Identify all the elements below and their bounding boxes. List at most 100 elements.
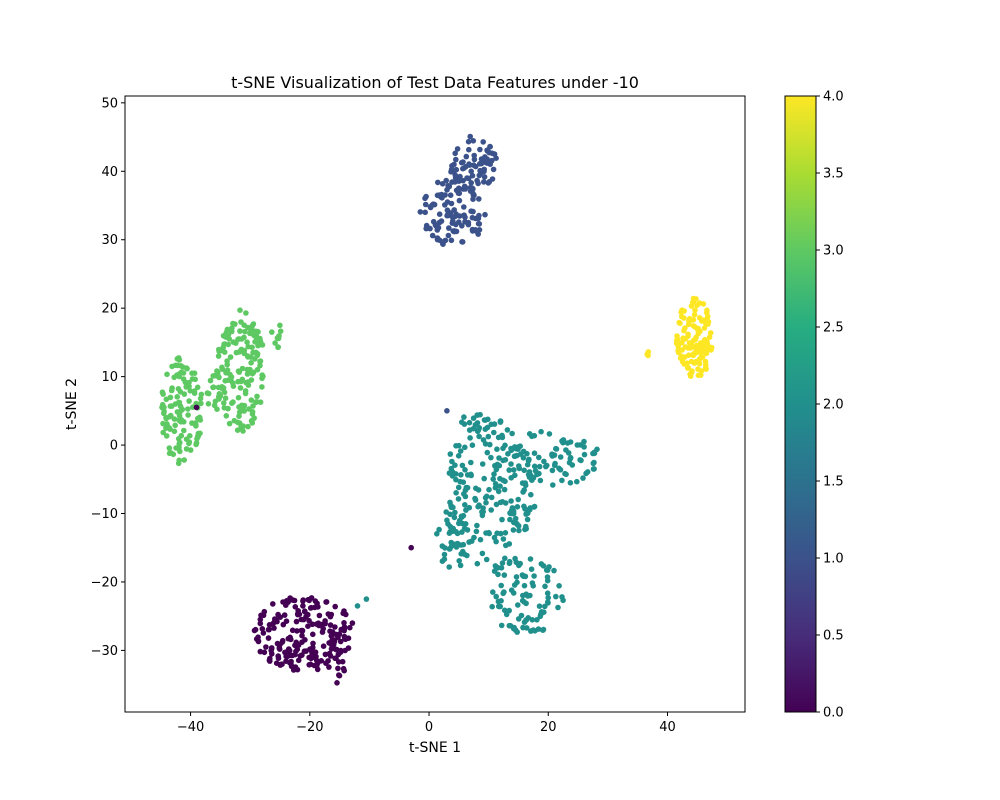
scatter-point	[702, 364, 709, 371]
scatter-point	[314, 600, 320, 607]
scatter-point	[308, 604, 315, 611]
scatter-point	[476, 433, 482, 440]
scatter-point	[277, 614, 284, 620]
scatter-point	[327, 628, 333, 634]
scatter-point	[499, 516, 505, 523]
scatter-point	[293, 618, 300, 625]
scatter-point	[524, 450, 530, 457]
scatter-point	[309, 652, 315, 658]
scatter-point	[311, 662, 318, 669]
scatter-point	[457, 173, 463, 180]
scatter-point	[514, 504, 521, 510]
scatter-point	[345, 645, 352, 651]
scatter-point	[645, 349, 652, 355]
colorbar-tick-label: 0.0	[823, 706, 844, 721]
scatter-point	[223, 413, 230, 419]
scatter-point	[544, 590, 551, 596]
scatter-point	[473, 485, 479, 492]
scatter-point	[459, 239, 466, 245]
scatter-point	[465, 175, 472, 182]
scatter-point	[174, 394, 180, 400]
scatter-point	[341, 620, 347, 626]
x-axis-ticks: −40 −20 0 20 40	[177, 712, 676, 735]
scatter-point	[295, 657, 302, 664]
scatter-point	[536, 454, 542, 461]
scatter-point	[704, 313, 711, 320]
scatter-point	[470, 162, 477, 168]
scatter-point	[464, 527, 471, 533]
scatter-point	[241, 408, 247, 414]
scatter-point	[521, 599, 527, 605]
scatter-point	[454, 540, 461, 547]
scatter-point	[169, 363, 175, 370]
scatter-point	[700, 301, 707, 307]
scatter-point	[436, 526, 442, 533]
scatter-point-outlier	[408, 544, 415, 551]
scatter-point	[185, 406, 191, 412]
scatter-point	[469, 538, 475, 544]
scatter-point	[686, 340, 693, 346]
scatter-point	[173, 445, 179, 451]
scatter-point	[244, 371, 251, 377]
scatter-point	[504, 427, 511, 433]
scatter-point	[474, 420, 481, 426]
scatter-point	[490, 589, 496, 595]
scatter-point	[498, 565, 505, 571]
scatter-point	[335, 659, 342, 665]
scatter-point	[169, 403, 175, 409]
scatter-point	[534, 471, 540, 478]
scatter-point	[272, 616, 278, 622]
scatter-point	[479, 461, 486, 467]
colorbar-tick-label: 1.5	[823, 475, 844, 490]
scatter-point	[239, 403, 245, 410]
scatter-point	[488, 421, 495, 428]
scatter-point	[517, 443, 523, 450]
scatter-point	[467, 133, 474, 140]
scatter-point	[476, 227, 483, 233]
scatter-point	[686, 352, 692, 359]
scatter-point	[511, 467, 517, 473]
y-axis-label: t-SNE 2	[64, 378, 80, 430]
scatter-point	[161, 410, 167, 417]
scatter-point	[275, 344, 282, 350]
scatter-point	[334, 680, 340, 686]
scatter-point	[176, 357, 183, 363]
scatter-point	[516, 465, 523, 472]
scatter-point	[436, 211, 443, 217]
scatter-point	[491, 471, 497, 477]
scatter-point	[449, 458, 455, 465]
scatter-point	[703, 318, 710, 324]
scatter-point	[470, 190, 476, 197]
scatter-point	[326, 650, 333, 657]
scatter-point	[682, 344, 689, 350]
scatter-point	[489, 157, 495, 164]
scatter-point	[449, 163, 455, 169]
scatter-point	[707, 330, 714, 336]
scatter-point	[235, 394, 242, 401]
scatter-point	[477, 167, 483, 174]
scatter-point	[309, 621, 316, 628]
scatter-point	[514, 629, 520, 635]
scatter-point	[676, 319, 682, 326]
scatter-point	[462, 164, 469, 170]
scatter-point	[483, 556, 490, 563]
scatter-point	[527, 556, 534, 562]
scatter-point	[452, 172, 459, 178]
scatter-point	[457, 562, 464, 569]
scatter-point	[495, 488, 502, 495]
scatter-point	[193, 440, 200, 446]
scatter-point	[303, 613, 309, 620]
scatter-point	[693, 358, 700, 365]
scatter-point	[325, 658, 331, 664]
scatter-point	[699, 354, 706, 360]
scatter-point	[497, 419, 504, 425]
scatter-point	[472, 227, 479, 233]
scatter-point	[250, 349, 256, 356]
scatter-point	[260, 630, 267, 636]
scatter-point	[499, 560, 506, 566]
scatter-point	[496, 455, 502, 461]
scatter-point	[294, 646, 301, 653]
scatter-point	[166, 445, 173, 451]
scatter-point	[454, 530, 461, 537]
